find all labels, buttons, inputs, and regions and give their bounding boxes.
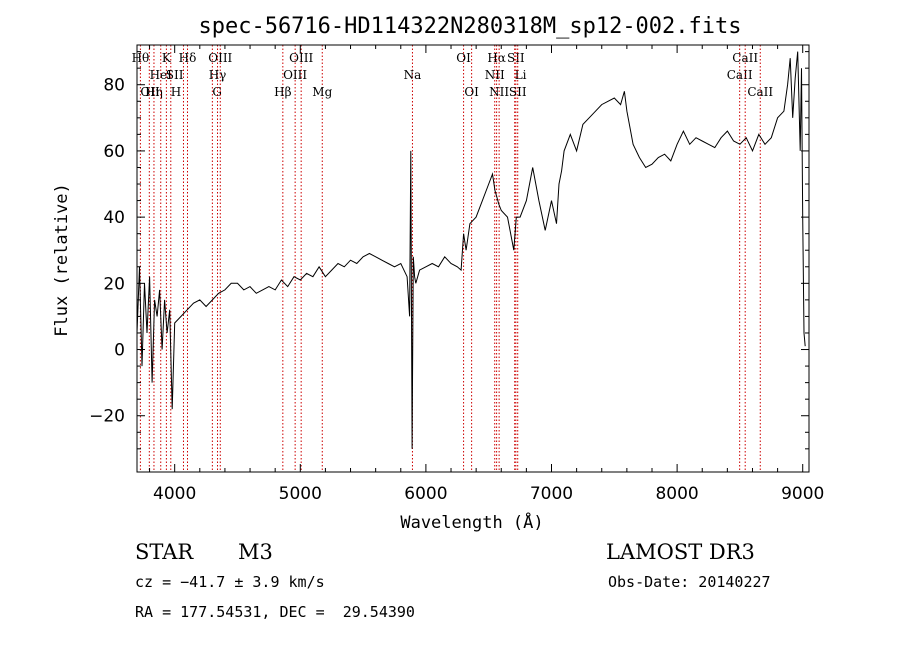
redshift-velocity: cz = −41.7 ± 3.9 km/s: [135, 573, 325, 591]
line-label-23: SII: [509, 85, 527, 99]
object-subclass: M3: [238, 540, 273, 564]
line-label-2: Hη: [145, 85, 163, 99]
y-tick-label-1: 0: [114, 341, 125, 361]
y-tick-label-4: 60: [103, 142, 125, 162]
line-label-5: H: [171, 85, 181, 99]
line-label-26: CaII: [747, 85, 773, 99]
line-label-25: CaII: [732, 51, 758, 65]
line-label-20: NII: [489, 85, 509, 99]
line-label-17: OI: [464, 85, 479, 99]
x-tick-label-2: 6000: [404, 484, 447, 504]
line-label-7: Hδ: [179, 51, 197, 65]
line-label-10: OIII: [208, 51, 232, 65]
x-tick-label-5: 9000: [781, 484, 824, 504]
line-label-21: Li: [515, 68, 527, 82]
x-axis-label: Wavelength (Å): [400, 511, 543, 533]
line-label-24: CaII: [727, 68, 753, 82]
survey-name: LAMOST DR3: [606, 540, 755, 564]
spectrum-line: [136, 51, 806, 449]
line-label-18: NII: [485, 68, 505, 82]
line-label-3: HeI: [150, 68, 173, 82]
observation-date: Obs-Date: 20140227: [608, 573, 771, 591]
x-tick-label-0: 4000: [153, 484, 196, 504]
line-label-16: OI: [456, 51, 471, 65]
line-label-11: Hβ: [274, 85, 291, 99]
x-tick-label-3: 7000: [530, 484, 573, 504]
line-label-13: OIII: [289, 51, 313, 65]
line-label-9: Hγ: [209, 68, 227, 82]
line-label-0: OII: [140, 85, 160, 99]
object-class: STAR: [135, 540, 194, 564]
x-tick-label-1: 5000: [279, 484, 322, 504]
line-label-22: SII: [507, 51, 525, 65]
y-axis-ticks: −20 0 20 40 60 80: [89, 51, 809, 450]
chart-title: spec-56716-HD114322N280318M_sp12-002.fit…: [198, 14, 741, 39]
x-axis-ticks: 4000 5000 6000 7000 8000 9000: [149, 45, 824, 504]
coordinates: RA = 177.54531, DEC = 29.54390: [135, 603, 415, 621]
line-label-6: SII: [166, 68, 184, 82]
y-tick-label-2: 20: [103, 274, 125, 294]
y-tick-label-5: 80: [103, 76, 125, 96]
line-label-19: Hα: [487, 51, 506, 65]
x-tick-label-4: 8000: [655, 484, 698, 504]
line-label-12: OIII: [283, 68, 307, 82]
spectrum-chart: spec-56716-HD114322N280318M_sp12-002.fit…: [52, 14, 824, 533]
plot-frame: [136, 44, 810, 473]
y-tick-label-0: −20: [89, 407, 125, 427]
y-axis-label: Flux (relative): [52, 183, 72, 337]
spectral-line-markers: OIIHθHηHeIKHSIIHδGHγOIIIHβOIIIOIIIMgNaOI…: [132, 45, 773, 472]
y-tick-label-3: 40: [103, 208, 125, 228]
line-label-15: Na: [404, 68, 422, 82]
line-label-4: K: [162, 51, 172, 65]
line-label-1: Hθ: [132, 51, 150, 65]
line-label-14: Mg: [312, 85, 332, 99]
